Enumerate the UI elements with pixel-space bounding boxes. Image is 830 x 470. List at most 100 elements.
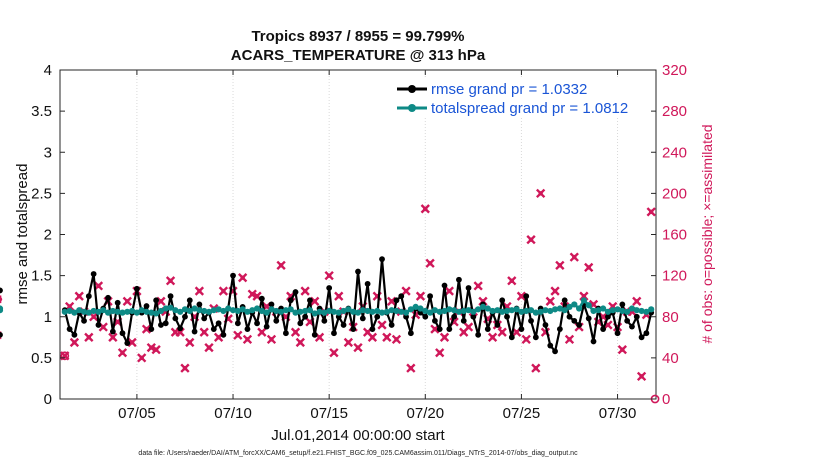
rmse-point [571,317,578,324]
rmse-point [374,313,381,320]
y2-tick-label: 80 [662,309,679,326]
obs-x-center [77,293,82,299]
totalspread-point [153,310,160,317]
rmse-point [268,301,275,308]
totalspread-point [71,309,78,316]
totalspread-point [518,308,525,315]
totalspread-point [479,303,487,310]
obs-assimilated-marker [569,252,579,262]
rmse-point [191,328,198,335]
totalspread-point [571,301,578,308]
rmse-point [95,322,102,328]
obs-x-center [461,329,466,335]
rmse-point [297,320,304,327]
totalspread-point [422,307,429,315]
obs-x-center [302,288,308,294]
obs-x-center [499,329,505,335]
totalspread-point [489,307,496,315]
totalspread-point [0,305,4,312]
rmse-point [398,293,405,300]
totalspread-point [90,307,97,315]
rmse-point [307,297,313,304]
obs-x-center [620,347,625,352]
totalspread-point [138,307,145,314]
obs-x-center [591,302,596,307]
obs-x-center [298,340,303,345]
y-tick-label: 3 [44,144,52,161]
totalspread-point [253,305,261,312]
totalspread-point [316,308,323,315]
totalspread-point [412,303,419,310]
rmse-point [556,326,563,332]
totalspread-point [402,309,410,316]
rmse-point [624,317,631,324]
totalspread-point [172,307,179,314]
obs-x-center [158,299,164,304]
rmse-point [547,342,554,349]
totalspread-point [499,308,506,315]
rmse-point [210,326,217,332]
obs-assimilated-marker [497,327,507,337]
totalspread-point [181,306,189,313]
obs-assimilated-marker [406,363,416,373]
obs-assimilated-marker [521,334,531,345]
totalspread-point [619,307,626,315]
rmse-point [633,313,640,320]
rmse-point [177,325,184,332]
obs-assimilated-marker [531,363,541,373]
rmse-point [66,326,73,332]
obs-x-center [173,329,178,335]
totalspread-point [475,306,482,313]
obs-possible-marker [60,351,70,361]
rmse-point [148,326,155,332]
obs-assimilated-marker [127,337,137,348]
rmse-point [215,320,222,327]
rmse-point [600,326,607,332]
rmse-point [182,313,188,320]
obs-x-center [269,337,274,342]
data-file-caption: data file: /Users/raeder/DAI/ATM_forcXX/… [138,450,578,457]
totalspread-point [133,309,141,316]
totalspread-point [95,308,102,315]
obs-assimilated-marker [516,291,527,301]
obs-assimilated-marker [439,332,450,342]
rmse-point [456,276,462,283]
rmse-point [388,322,395,328]
obs-assimilated-marker [165,276,176,286]
obs-x-center [144,326,149,332]
totalspread-point [162,305,169,312]
rmse-point [292,289,299,295]
totalspread-point [585,302,592,309]
rmse-point [451,313,458,320]
obs-assimilated-marker [233,330,243,340]
totalspread-point [268,306,275,313]
chart-subtitle: ACARS_TEMPERATURE @ 313 hPa [230,47,486,64]
obs-x-center [125,299,130,304]
obs-x-center [336,293,341,299]
rmse-point [494,322,501,328]
obs-x-center [365,329,370,335]
rmse-point [114,299,121,306]
obs-x-center [552,288,558,294]
rmse-point [153,297,160,304]
totalspread-point [441,307,448,315]
y2-tick-label: 160 [662,227,687,244]
totalspread-point [249,307,256,314]
rmse-point [134,285,140,292]
obs-x-center [86,335,92,340]
y2-tick-label: 0 [662,391,670,408]
obs-x-center [235,333,241,338]
rmse-point [638,334,645,341]
totalspread-point [186,307,193,315]
obs-assimilated-marker [636,371,647,382]
x-tick-label: 07/20 [407,405,445,422]
y-tick-label: 3.5 [31,103,52,120]
totalspread-point [258,307,265,315]
rmse-point [523,293,530,300]
y2-axis-ticks: 0 40 80 120 160 200 240 280 320 [651,62,687,408]
rmse-point [629,323,635,330]
rmse-point [254,320,260,327]
rmse-point [441,282,448,289]
obs-x-center [110,335,116,340]
rmse-point [484,326,491,332]
